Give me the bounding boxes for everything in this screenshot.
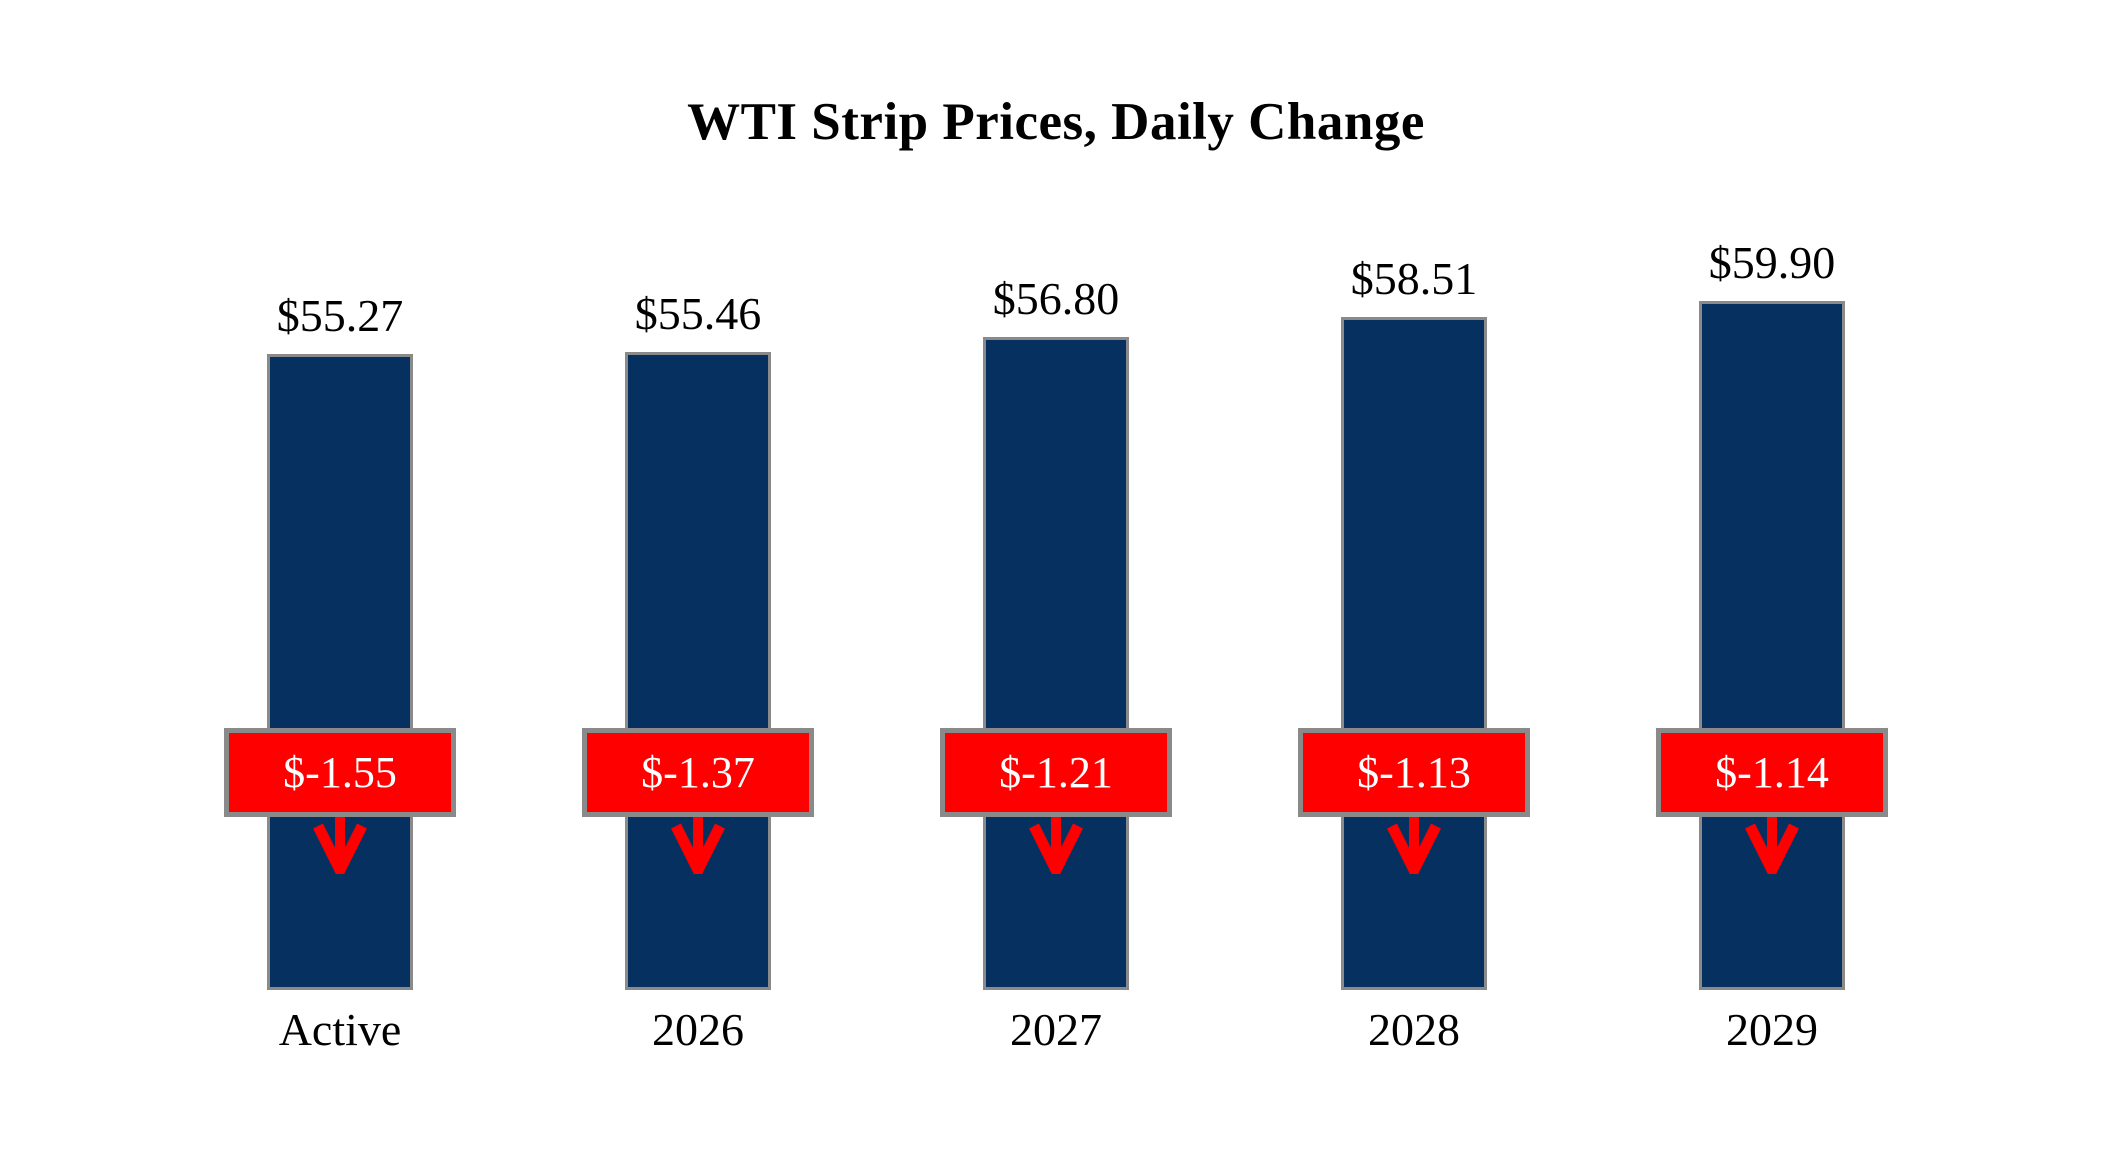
category-label: Active	[278, 1004, 402, 1055]
category-label: 2027	[1010, 1004, 1102, 1055]
change-badge-label: $-1.37	[641, 747, 755, 797]
bar-column: $59.90 $-1.14 2029	[1593, 0, 1951, 1152]
value-label: $59.90	[1708, 237, 1836, 288]
bar-column: $56.80 $-1.21 2027	[877, 0, 1235, 1152]
change-badge: $-1.21	[940, 728, 1172, 817]
bar-rect	[1699, 301, 1845, 990]
change-badge: $-1.55	[224, 728, 456, 817]
down-arrow-icon	[1387, 817, 1441, 874]
change-badge-label: $-1.13	[1357, 747, 1471, 797]
bar-column: $58.51 $-1.13 2028	[1235, 0, 1593, 1152]
change-badge: $-1.13	[1298, 728, 1530, 817]
change-badge-label: $-1.14	[1715, 747, 1829, 797]
bar-rect	[1341, 317, 1487, 990]
value-label: $55.46	[634, 288, 762, 339]
change-badge: $-1.37	[582, 728, 814, 817]
value-label: $55.27	[276, 290, 404, 341]
category-label: 2029	[1726, 1004, 1818, 1055]
bar-rect	[983, 337, 1129, 990]
bar-rect	[267, 354, 413, 990]
down-arrow-icon	[1745, 817, 1799, 874]
category-label: 2028	[1368, 1004, 1460, 1055]
value-label: $58.51	[1350, 253, 1478, 304]
bar-rect	[625, 352, 771, 990]
change-badge: $-1.14	[1656, 728, 1888, 817]
bar-column: $55.46 $-1.37 2026	[519, 0, 877, 1152]
change-badge-label: $-1.55	[283, 747, 397, 797]
down-arrow-icon	[313, 817, 367, 874]
down-arrow-icon	[1029, 817, 1083, 874]
chart-title: WTI Strip Prices, Daily Change	[687, 93, 1425, 151]
value-label: $56.80	[992, 273, 1120, 324]
bar-column: $55.27 $-1.55 Active	[161, 0, 519, 1152]
category-label: 2026	[652, 1004, 744, 1055]
change-badge-label: $-1.21	[999, 747, 1113, 797]
down-arrow-icon	[671, 817, 725, 874]
